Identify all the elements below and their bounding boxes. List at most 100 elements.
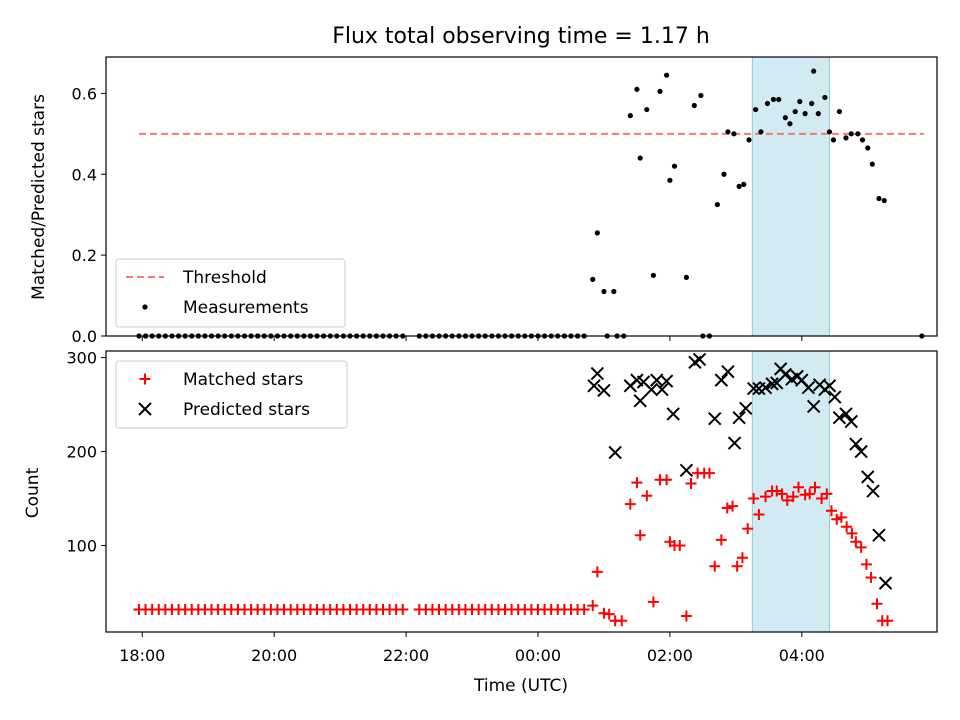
predicted-stars-point xyxy=(708,411,722,426)
predicted-stars-point xyxy=(714,373,729,387)
measurements-point xyxy=(753,106,759,113)
legend-swatch-matched-stars xyxy=(139,373,151,385)
matched-stars-point xyxy=(871,598,883,610)
measurements-point xyxy=(859,137,866,143)
matched-stars-point xyxy=(591,566,603,578)
matched-stars-point xyxy=(709,560,721,572)
predicted-stars-point xyxy=(861,470,875,484)
measurements-point xyxy=(667,177,673,183)
measurements-point xyxy=(802,111,808,117)
measurements-point xyxy=(611,288,617,295)
predicted-stars-point xyxy=(590,366,605,381)
counts-y-tick-label: 300 xyxy=(66,349,97,368)
predicted-stars-point xyxy=(832,411,847,425)
x-tick-label: 22:00 xyxy=(383,646,429,665)
measurements-point xyxy=(736,183,742,189)
predicted-stars-point xyxy=(633,394,647,408)
x-tick-label: 02:00 xyxy=(647,646,693,665)
chart-title: Flux total observing time = 1.17 h xyxy=(332,24,710,49)
legend-swatch-measurements xyxy=(142,304,148,310)
measurements-point xyxy=(663,72,670,78)
ratio-y-tick-label: 0.0 xyxy=(72,327,97,346)
matched-stars-point xyxy=(821,488,833,500)
predicted-stars-point xyxy=(758,380,773,395)
predicted-stars-point xyxy=(778,367,793,382)
ratio-y-tick-label: 0.6 xyxy=(72,84,97,103)
predicted-stars-point xyxy=(608,445,622,460)
matched-stars-point xyxy=(825,505,837,517)
counts-legend-box xyxy=(115,360,348,429)
matched-stars-point xyxy=(760,491,772,503)
matched-stars-point xyxy=(855,541,867,553)
x-tick-label: 04:00 xyxy=(779,646,825,665)
measurements-point xyxy=(770,96,777,103)
plot-area: 0.0 0.2 0.4 0.6 Threshold Measurements 100 200 3… xyxy=(66,56,938,665)
legend-label-threshold: Threshold xyxy=(182,268,267,288)
predicted-stars-point xyxy=(828,390,842,404)
predicted-stars-point xyxy=(844,414,858,429)
matched-stars-point xyxy=(647,596,659,608)
measurements-point xyxy=(634,86,640,92)
matched-stars-point xyxy=(624,498,636,510)
matched-stars-point xyxy=(631,477,643,489)
predicted-stars-point xyxy=(849,437,863,451)
matched-stars-point xyxy=(680,610,692,622)
predicted-stars-point xyxy=(721,364,735,379)
predicted-stars-point xyxy=(666,407,680,421)
predicted-stars-point xyxy=(878,576,893,590)
measurements-point xyxy=(637,155,643,161)
measurements-point xyxy=(746,137,752,143)
predicted-stars-point xyxy=(655,382,669,397)
matched-stars-point xyxy=(603,608,615,620)
ratio-axes-frame xyxy=(105,56,938,337)
measurements-point xyxy=(691,102,697,109)
matched-stars-point xyxy=(776,488,788,500)
measurements-point xyxy=(855,131,861,137)
matched-stars-point xyxy=(804,488,816,500)
matched-stars-point xyxy=(865,571,877,583)
legend-swatch-predicted-stars xyxy=(138,402,152,416)
legend-label-matched-stars: Matched stars xyxy=(183,370,303,390)
legend-label-measurements: Measurements xyxy=(183,298,309,318)
ratio-y-tick-label: 0.4 xyxy=(72,165,97,184)
measurements-point xyxy=(698,92,704,99)
matched-stars-point xyxy=(781,494,793,506)
x-tick-label: 18:00 xyxy=(119,646,165,665)
measurements-point xyxy=(811,68,817,74)
matched-stars-point xyxy=(721,502,733,514)
matched-stars-point xyxy=(715,534,727,546)
measurements-point xyxy=(787,121,793,127)
predicted-stars-point xyxy=(597,383,611,398)
x-axis-label: Time (UTC) xyxy=(473,676,568,696)
matched-stars-point xyxy=(727,500,739,512)
matched-stars-point xyxy=(835,511,847,523)
predicted-stars-point xyxy=(644,382,659,397)
matched-stars-point xyxy=(846,527,858,539)
measurements-point xyxy=(758,129,764,135)
measurements-point xyxy=(782,115,788,121)
measurements-point xyxy=(683,274,689,280)
measurements-point xyxy=(865,145,871,151)
measurements-point xyxy=(725,129,731,135)
measurements-point xyxy=(881,197,887,204)
measurements-point xyxy=(741,181,747,187)
matched-stars-point xyxy=(841,521,853,533)
measurements-point xyxy=(776,96,782,103)
predicted-stars-point xyxy=(692,352,707,367)
measurements-point xyxy=(792,108,798,115)
measurements-point xyxy=(721,171,727,177)
measurements-point xyxy=(830,137,837,143)
matched-stars-point xyxy=(882,615,894,627)
measurements-point xyxy=(876,195,882,202)
matched-stars-point xyxy=(397,603,409,615)
matched-stars-point xyxy=(685,478,697,490)
predicted-stars-point xyxy=(765,377,779,391)
measurements-point xyxy=(731,131,737,137)
measurements-point xyxy=(764,100,771,107)
measurements-point xyxy=(822,94,828,101)
measurements-point xyxy=(815,111,821,117)
measurements-point xyxy=(848,131,854,137)
measurements-point xyxy=(644,106,650,113)
matched-stars-point xyxy=(616,615,628,627)
matched-stars-point xyxy=(860,558,872,570)
